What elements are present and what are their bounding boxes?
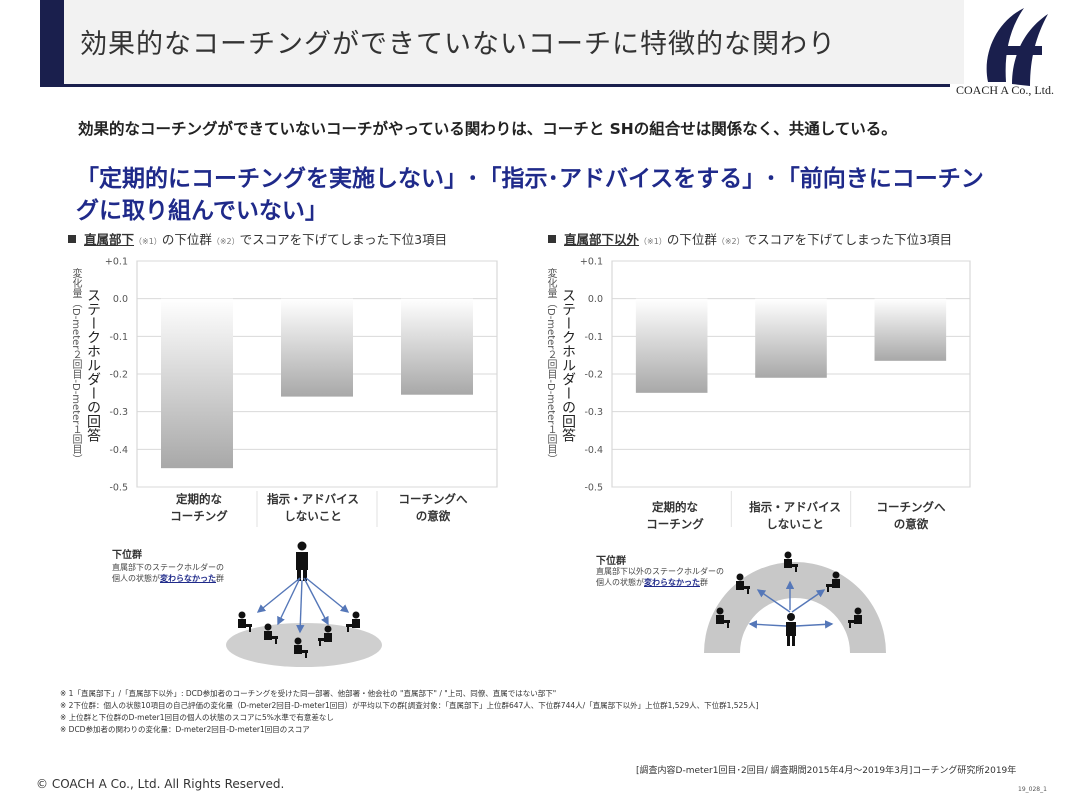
y-axis-main: ステークホルダーの回答: [560, 288, 576, 442]
panel-title-mid: の下位群: [161, 232, 212, 247]
person-standing-icon: [786, 613, 796, 646]
panel-title-subject: 直属部下以外: [564, 232, 640, 247]
group-label: 下位群: [112, 550, 142, 561]
panel-title-mid: の下位群: [666, 232, 717, 247]
y-tick-label: -0.4: [109, 445, 128, 456]
headline: 「定期的にコーチングを実施しない」･「指示･アドバイスをする」･「前向きにコーチ…: [76, 166, 984, 224]
survey-info: [調査内容D-meter1回目･2回目/ 調査期間2015年4月～2019年3月…: [636, 766, 1017, 776]
category-label: コーチングへ の意欲: [876, 500, 946, 531]
group-desc-line: 直属部下以外のステークホルダーの: [596, 567, 724, 576]
y-tick-label: 0.0: [113, 294, 128, 305]
bar: [635, 298, 708, 393]
group-desc-text: 個人の状態が: [596, 578, 644, 587]
other-stakeholder-illustration: [704, 551, 886, 653]
y-tick-label: +0.1: [105, 257, 128, 268]
footnotes: ※ 1「直属部下」/「直属部下以外」: DCD参加者のコーチングを受けた同一部署…: [60, 688, 759, 736]
panel-title-other: 直属部下以外（※1）の下位群（※2）でスコアを下げてしまった下位3項目: [548, 229, 952, 248]
y-axis-label: ステークホルダーの回答: [558, 288, 578, 442]
group-desc-emphasis: 変わらなかった: [160, 574, 216, 583]
panel-title-note: （※2）: [211, 237, 240, 246]
y-axis-label: 変化量（D-meter２回目-D-meter１回目）: [66, 268, 85, 464]
category-label: 指示・アドバイス しないこと: [749, 500, 841, 531]
panel-title-direct: 直属部下（※1）の下位群（※2）でスコアを下げてしまった下位3項目: [68, 229, 447, 248]
footnote: ※ 上位群と下位群のD-meter1回目の個人の状態のスコアに5%水準で有意差な…: [60, 713, 334, 722]
y-tick-label: -0.3: [584, 407, 603, 418]
bar: [401, 298, 473, 395]
group-desc-line: 直属部下のステークホルダーの: [112, 563, 224, 572]
category-label: 定期的な コーチング: [646, 500, 704, 531]
page-title: 効果的なコーチングができていないコーチに特徴的な関わり: [80, 29, 836, 60]
group-desc-emphasis: 変わらなかった: [644, 578, 700, 587]
company-logo: [986, 8, 1048, 86]
y-tick-label: +0.1: [580, 257, 603, 268]
page-number: 19_028_1: [1018, 786, 1047, 793]
title-accent-bar: [40, 0, 64, 84]
y-tick-label: -0.4: [584, 445, 603, 456]
category-label: 定期的な コーチング: [170, 492, 228, 523]
group-desc-text: 群: [216, 574, 224, 583]
group-desc-text: 個人の状態が: [112, 574, 160, 583]
y-axis-sub: 変化量（D-meter２回目-D-meter１回目）: [70, 268, 81, 465]
panel-title-note: （※1）: [639, 237, 667, 246]
title-box: [64, 0, 964, 84]
y-tick-label: -0.1: [584, 332, 603, 343]
seated-people-icons: [238, 611, 360, 658]
y-tick-label: -0.1: [109, 332, 128, 343]
panel-title-note: （※1）: [134, 237, 162, 246]
y-tick-label: -0.2: [584, 370, 603, 381]
y-tick-label: -0.5: [584, 483, 603, 494]
panel-title-subject: 直属部下: [84, 232, 135, 247]
footnote: ※ 1「直属部下」/「直属部下以外」: DCD参加者のコーチングを受けた同一部署…: [60, 689, 557, 698]
arrows: [748, 580, 834, 629]
group-desc-text: 群: [700, 578, 708, 587]
y-axis-sub: 変化量（D-meter２回目-D-meter１回目）: [545, 268, 556, 465]
seated-people-icons: [716, 551, 862, 628]
bullet-square-icon: [68, 235, 76, 243]
category-label: コーチングへ の意欲: [398, 492, 468, 523]
bullet-square-icon: [548, 235, 556, 243]
y-axis-main: ステークホルダーの回答: [85, 288, 101, 442]
group-label: 下位群: [596, 556, 626, 567]
panel-title-post: でスコアを下げてしまった下位3項目: [239, 232, 448, 247]
group-description: 直属部下以外のステークホルダーの 個人の状態が変わらなかった群: [596, 566, 724, 588]
footnote: ※ 2下位群：個人の状態10項目の自己評価の変化量（D-meter2回目-D-m…: [60, 701, 759, 710]
footnote: ※ DCD参加者の関わりの変化量：D-meter2回目-D-meter1回目のス…: [60, 725, 310, 734]
bar: [161, 298, 233, 469]
category-label: 指示・アドバイス しないこと: [267, 492, 359, 523]
y-tick-label: 0.0: [588, 294, 603, 305]
person-standing-icon: [296, 541, 308, 581]
bar: [281, 298, 353, 397]
copyright: © COACH A Co., Ltd. All Rights Reserved.: [36, 777, 285, 791]
bar: [874, 298, 947, 361]
lead-text: 効果的なコーチングができていないコーチがやっている関わりは、コーチと SHの組合…: [78, 120, 897, 138]
panel-title-post: でスコアを下げてしまった下位3項目: [744, 232, 953, 247]
direct-report-illustration: [226, 541, 382, 667]
bar: [755, 298, 827, 378]
group-description: 直属部下のステークホルダーの 個人の状態が変わらなかった群: [112, 562, 224, 584]
bar-charts: +0.1 0.0 -0.1 -0.2 -0.3 -0.4 -0.5 +0.1 0.0 -0.1 -0…: [105, 257, 971, 527]
y-tick-label: -0.3: [109, 407, 128, 418]
arch-shape: [704, 562, 886, 653]
y-axis-label: ステークホルダーの回答: [83, 288, 103, 442]
panel-title-note: （※2）: [716, 237, 745, 246]
y-axis-label: 変化量（D-meter２回目-D-meter１回目）: [541, 268, 560, 464]
company-name: COACH A Co., Ltd.: [956, 83, 1055, 97]
y-tick-label: -0.5: [109, 483, 128, 494]
arrows: [256, 577, 350, 634]
title-rule: [40, 84, 950, 87]
y-tick-label: -0.2: [109, 370, 128, 381]
